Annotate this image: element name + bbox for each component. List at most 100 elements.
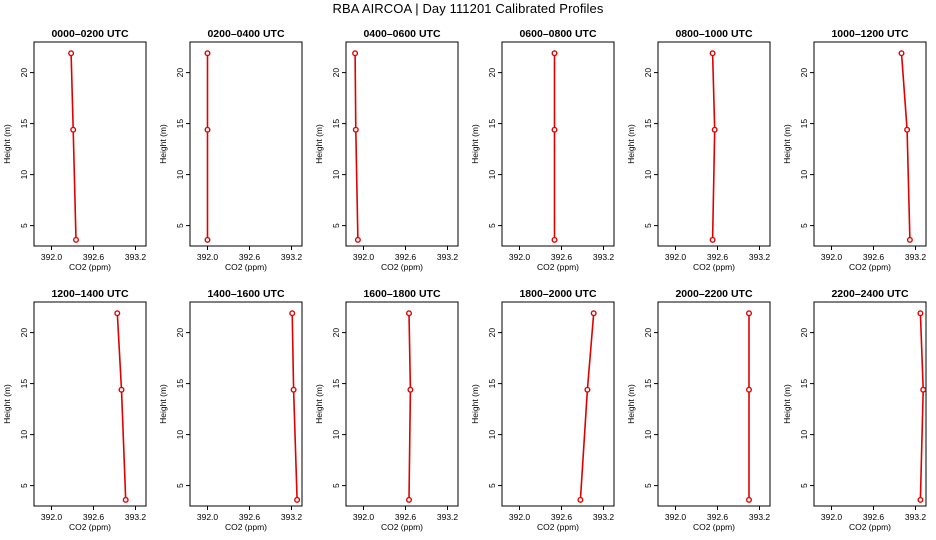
data-point [746, 386, 753, 393]
y-axis-label: Height (m) [314, 384, 324, 424]
x-tick-label: 392.6 [551, 252, 573, 262]
panel-title: 2200–2400 UTC [831, 288, 908, 300]
x-tick-label: 393.2 [749, 252, 771, 262]
y-tick-label: 10 [487, 430, 497, 440]
data-point [204, 50, 211, 57]
y-tick-label: 15 [19, 379, 29, 389]
y-tick-label: 20 [487, 328, 497, 338]
x-tick-label: 392.6 [551, 512, 573, 522]
data-point [577, 496, 584, 503]
y-tick-label: 10 [487, 170, 497, 180]
x-tick-label: 392.0 [509, 252, 531, 262]
plot-frame [501, 301, 615, 507]
data-point [68, 50, 75, 57]
page-title: RBA AIRCOA | Day 111201 Calibrated Profi… [332, 1, 604, 16]
plot-frame [189, 41, 303, 247]
y-tick-label: 10 [175, 430, 185, 440]
x-tick-label: 393.2 [437, 252, 459, 262]
x-axis-label: CO2 (ppm) [225, 522, 267, 532]
panel-7: 1200–1400 UTC 392.0 392.6 393.2 5 10 15 20 CO2 (… [2, 288, 147, 532]
y-axis-label: Height (m) [470, 124, 480, 164]
data-point [746, 496, 753, 503]
x-axis-label: CO2 (ppm) [69, 522, 111, 532]
x-tick-label: 392.6 [395, 512, 417, 522]
x-axis-label: CO2 (ppm) [849, 522, 891, 532]
data-point [118, 386, 125, 393]
y-axis-label: Height (m) [314, 124, 324, 164]
x-tick-label: 392.6 [863, 512, 885, 522]
y-tick-label: 20 [799, 328, 809, 338]
y-tick-label: 15 [175, 119, 185, 129]
y-axis-label: Height (m) [626, 124, 636, 164]
y-tick-label: 5 [19, 223, 29, 228]
y-tick-label: 10 [799, 430, 809, 440]
data-point [204, 236, 211, 243]
data-point [70, 126, 77, 133]
x-tick-label: 392.0 [197, 512, 219, 522]
plot-frame [501, 41, 615, 247]
x-tick-label: 392.0 [41, 512, 63, 522]
y-tick-label: 5 [487, 483, 497, 488]
x-axis-label: CO2 (ppm) [381, 262, 423, 272]
panel-title: 0000–0200 UTC [51, 28, 128, 40]
y-axis-label: Height (m) [782, 124, 792, 164]
y-tick-label: 5 [799, 483, 809, 488]
y-tick-label: 10 [19, 430, 29, 440]
panel-2: 0200–0400 UTC 392.0 392.6 393.2 5 10 15 20 CO2 (… [158, 28, 303, 272]
data-point [354, 236, 361, 243]
y-tick-label: 10 [799, 170, 809, 180]
y-tick-label: 5 [643, 483, 653, 488]
y-axis-label: Height (m) [782, 384, 792, 424]
y-tick-label: 15 [19, 119, 29, 129]
data-point [711, 126, 718, 133]
data-point [590, 310, 597, 317]
x-tick-label: 392.0 [821, 252, 843, 262]
x-tick-label: 393.2 [905, 512, 927, 522]
x-axis-label: CO2 (ppm) [381, 522, 423, 532]
panel-5: 0800–1000 UTC 392.0 392.6 393.2 5 10 15 20 CO2 (… [626, 28, 771, 272]
data-point [290, 386, 297, 393]
data-point [904, 126, 911, 133]
panel-title: 0800–1000 UTC [675, 28, 752, 40]
y-tick-label: 5 [175, 483, 185, 488]
panel-title: 2000–2200 UTC [675, 288, 752, 300]
plot-frame [345, 41, 459, 247]
y-tick-label: 15 [643, 379, 653, 389]
y-tick-label: 5 [175, 223, 185, 228]
panel-title: 0400–0600 UTC [363, 28, 440, 40]
plot-frame [33, 41, 147, 247]
data-point [204, 126, 211, 133]
x-tick-label: 392.6 [239, 252, 261, 262]
y-tick-label: 20 [799, 68, 809, 78]
data-point [709, 236, 716, 243]
panel-4: 0600–0800 UTC 392.0 392.6 393.2 5 10 15 20 CO2 (… [470, 28, 615, 272]
data-point [551, 236, 558, 243]
y-tick-label: 5 [331, 223, 341, 228]
panel-11: 2000–2200 UTC 392.0 392.6 393.2 5 10 15 20 CO2 (… [626, 288, 771, 532]
x-axis-label: CO2 (ppm) [225, 262, 267, 272]
y-tick-label: 15 [175, 379, 185, 389]
x-tick-label: 392.0 [353, 512, 375, 522]
y-tick-label: 10 [331, 430, 341, 440]
x-tick-label: 392.0 [821, 512, 843, 522]
x-tick-label: 392.6 [83, 512, 105, 522]
x-axis-label: CO2 (ppm) [693, 522, 735, 532]
x-tick-label: 393.2 [905, 252, 927, 262]
x-tick-label: 393.2 [593, 252, 615, 262]
panel-6: 1000–1200 UTC 392.0 392.6 393.2 5 10 15 20 CO2 (… [782, 28, 927, 272]
y-axis-label: Height (m) [626, 384, 636, 424]
series-line [354, 53, 359, 240]
panel-title: 1600–1800 UTC [363, 288, 440, 300]
y-tick-label: 15 [331, 379, 341, 389]
y-tick-label: 15 [487, 119, 497, 129]
y-tick-label: 5 [19, 483, 29, 488]
series-line [900, 53, 911, 240]
panel-title: 1400–1600 UTC [207, 288, 284, 300]
y-tick-label: 20 [643, 328, 653, 338]
data-point [917, 496, 924, 503]
data-point [122, 496, 129, 503]
y-tick-label: 20 [331, 68, 341, 78]
plot-frame [813, 41, 927, 247]
y-tick-label: 15 [799, 119, 809, 129]
